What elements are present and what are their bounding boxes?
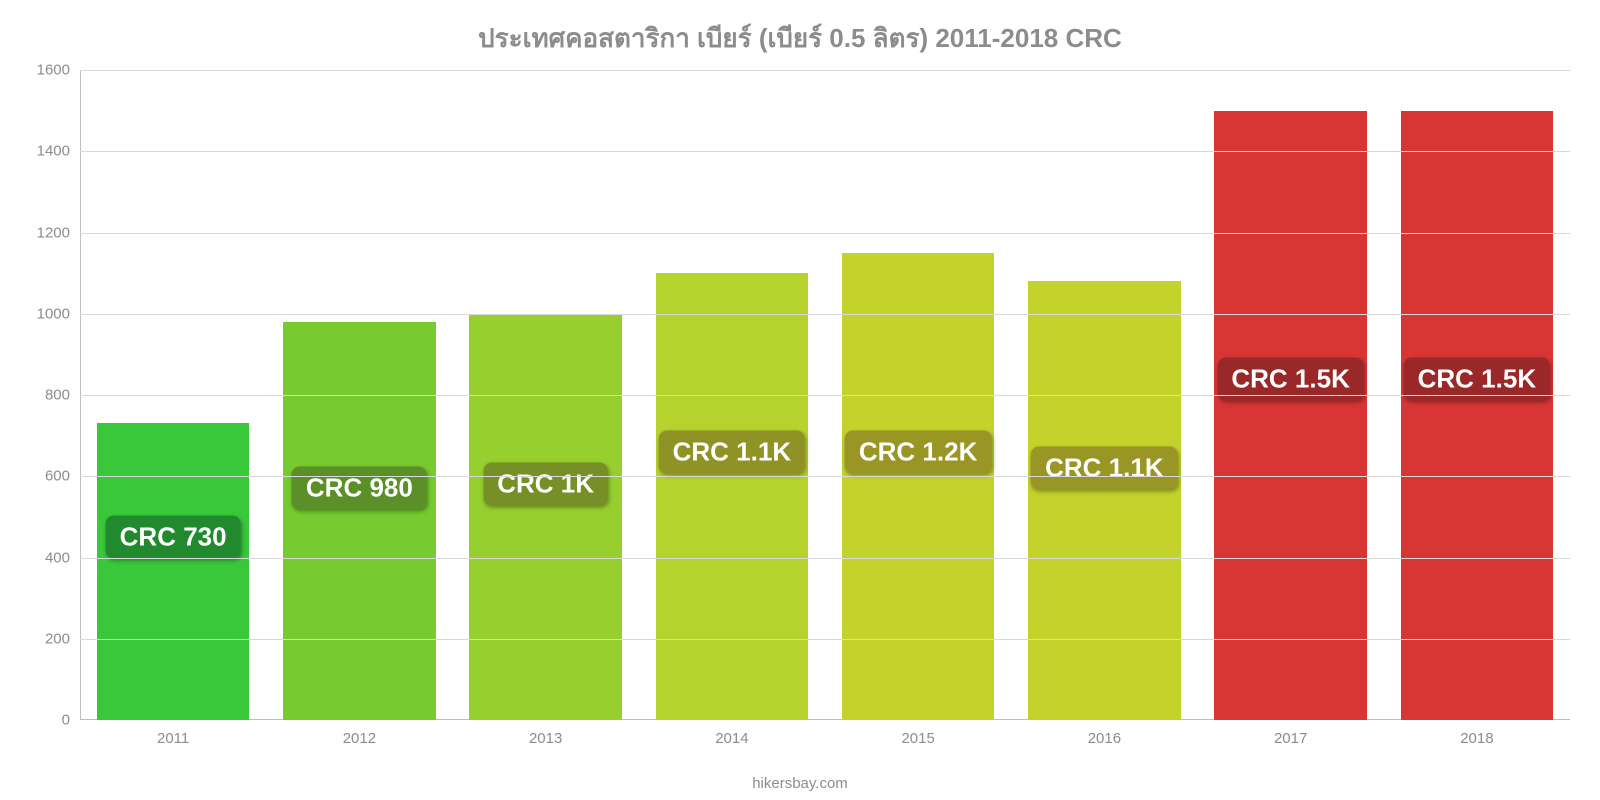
x-tick-label: 2017 bbox=[1274, 720, 1307, 747]
bar: CRC 1K bbox=[469, 314, 622, 720]
bar-chart: ประเทศคอสตาริกา เบียร์ (เบียร์ 0.5 ลิตร)… bbox=[0, 0, 1600, 800]
x-tick-label: 2016 bbox=[1088, 720, 1121, 747]
value-bubble: CRC 1.5K bbox=[1404, 357, 1550, 400]
value-bubble: CRC 1K bbox=[483, 463, 608, 506]
x-tick-label: 2018 bbox=[1460, 720, 1493, 747]
y-tick-label: 1400 bbox=[37, 143, 80, 160]
x-tick-label: 2014 bbox=[715, 720, 748, 747]
x-tick-label: 2012 bbox=[343, 720, 376, 747]
value-bubble: CRC 1.5K bbox=[1217, 357, 1363, 400]
chart-title: ประเทศคอสตาริกา เบียร์ (เบียร์ 0.5 ลิตร)… bbox=[0, 0, 1600, 59]
gridline bbox=[80, 476, 1570, 477]
x-tick-label: 2011 bbox=[157, 720, 189, 747]
bar: CRC 1.1K bbox=[656, 273, 809, 720]
gridline bbox=[80, 70, 1570, 71]
bar: CRC 1.5K bbox=[1214, 111, 1367, 720]
bar: CRC 730 bbox=[97, 423, 250, 720]
x-tick-label: 2013 bbox=[529, 720, 562, 747]
y-tick-label: 0 bbox=[62, 712, 80, 729]
gridline bbox=[80, 395, 1570, 396]
bar: CRC 980 bbox=[283, 322, 436, 720]
y-tick-label: 400 bbox=[45, 549, 80, 566]
y-tick-label: 800 bbox=[45, 387, 80, 404]
gridline bbox=[80, 639, 1570, 640]
y-tick-label: 200 bbox=[45, 630, 80, 647]
y-tick-label: 600 bbox=[45, 468, 80, 485]
value-bubble: CRC 1.1K bbox=[1031, 447, 1177, 490]
plot-area: CRC 7302011CRC 9802012CRC 1K2013CRC 1.1K… bbox=[80, 70, 1570, 720]
value-bubble: CRC 1.2K bbox=[845, 430, 991, 473]
value-bubble: CRC 1.1K bbox=[659, 430, 805, 473]
y-tick-label: 1000 bbox=[37, 305, 80, 322]
gridline bbox=[80, 233, 1570, 234]
watermark: hikersbay.com bbox=[752, 775, 848, 792]
bar: CRC 1.2K bbox=[842, 253, 995, 720]
y-tick-label: 1600 bbox=[37, 62, 80, 79]
y-tick-label: 1200 bbox=[37, 224, 80, 241]
gridline bbox=[80, 558, 1570, 559]
gridline bbox=[80, 151, 1570, 152]
value-bubble: CRC 980 bbox=[292, 467, 427, 510]
bar: CRC 1.5K bbox=[1401, 111, 1554, 720]
x-tick-label: 2015 bbox=[901, 720, 934, 747]
gridline bbox=[80, 314, 1570, 315]
value-bubble: CRC 730 bbox=[106, 516, 241, 559]
bar: CRC 1.1K bbox=[1028, 281, 1181, 720]
